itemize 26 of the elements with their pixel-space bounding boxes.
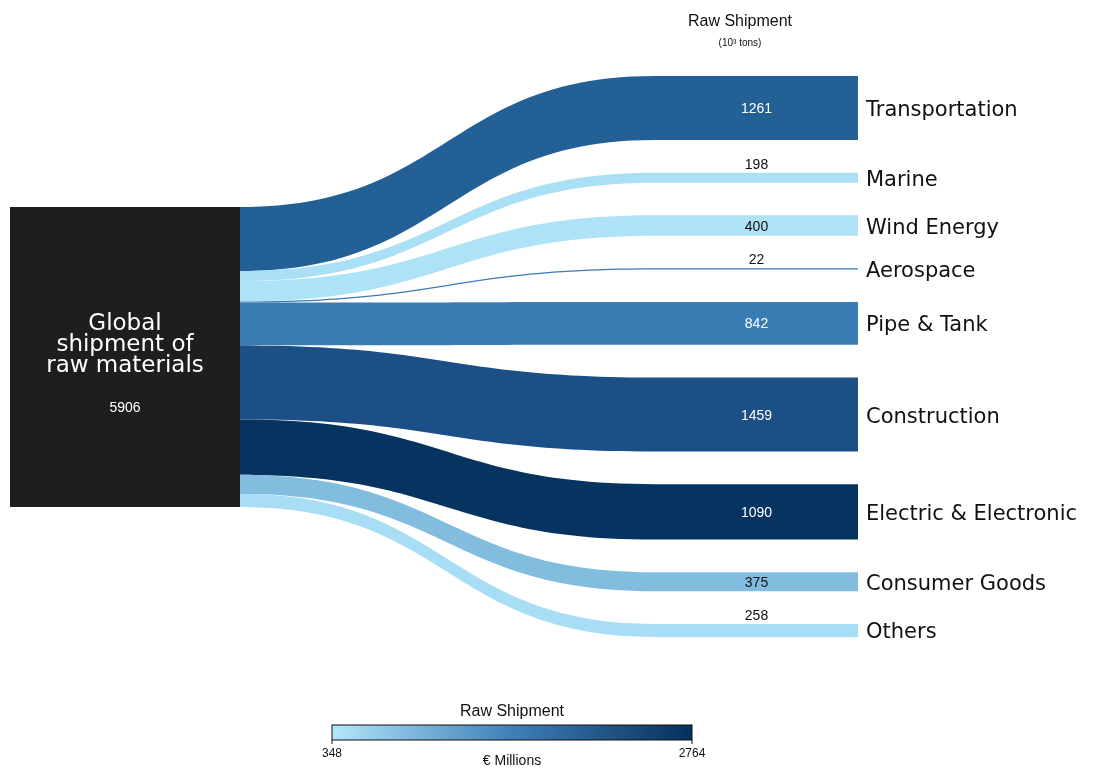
color-bar-title: Raw Shipment	[459, 702, 565, 719]
data-label: 1261	[740, 100, 773, 117]
category-label: Consumer Goods	[866, 570, 1046, 595]
data-label: 258	[744, 606, 769, 623]
text: 5906	[109, 399, 141, 415]
data-label: 198	[744, 155, 769, 172]
category-label: Construction	[866, 403, 1000, 428]
data-label: 400	[744, 217, 769, 234]
category-label: Others	[866, 619, 937, 644]
text: Raw Shipment	[687, 12, 793, 29]
category-label: Wind Energy	[866, 214, 999, 239]
category-label: Aerospace	[866, 257, 976, 282]
text: (10³ tons)	[718, 37, 762, 48]
text: 348	[321, 746, 343, 760]
data-label: 1090	[740, 503, 773, 520]
text: Global shipment of raw materials	[46, 309, 204, 377]
category-label: Marine	[866, 166, 938, 191]
data-label: 375	[744, 573, 769, 590]
text: 2764	[678, 746, 706, 760]
category-label: Transportation	[865, 97, 1018, 122]
text: € Millions	[482, 752, 542, 768]
category-label: Electric & Electronic	[866, 500, 1078, 525]
data-label: 842	[744, 315, 769, 332]
data-label: 1459	[740, 406, 773, 423]
category-label: Pipe & Tank	[866, 312, 989, 337]
data-label: 22	[748, 251, 765, 268]
